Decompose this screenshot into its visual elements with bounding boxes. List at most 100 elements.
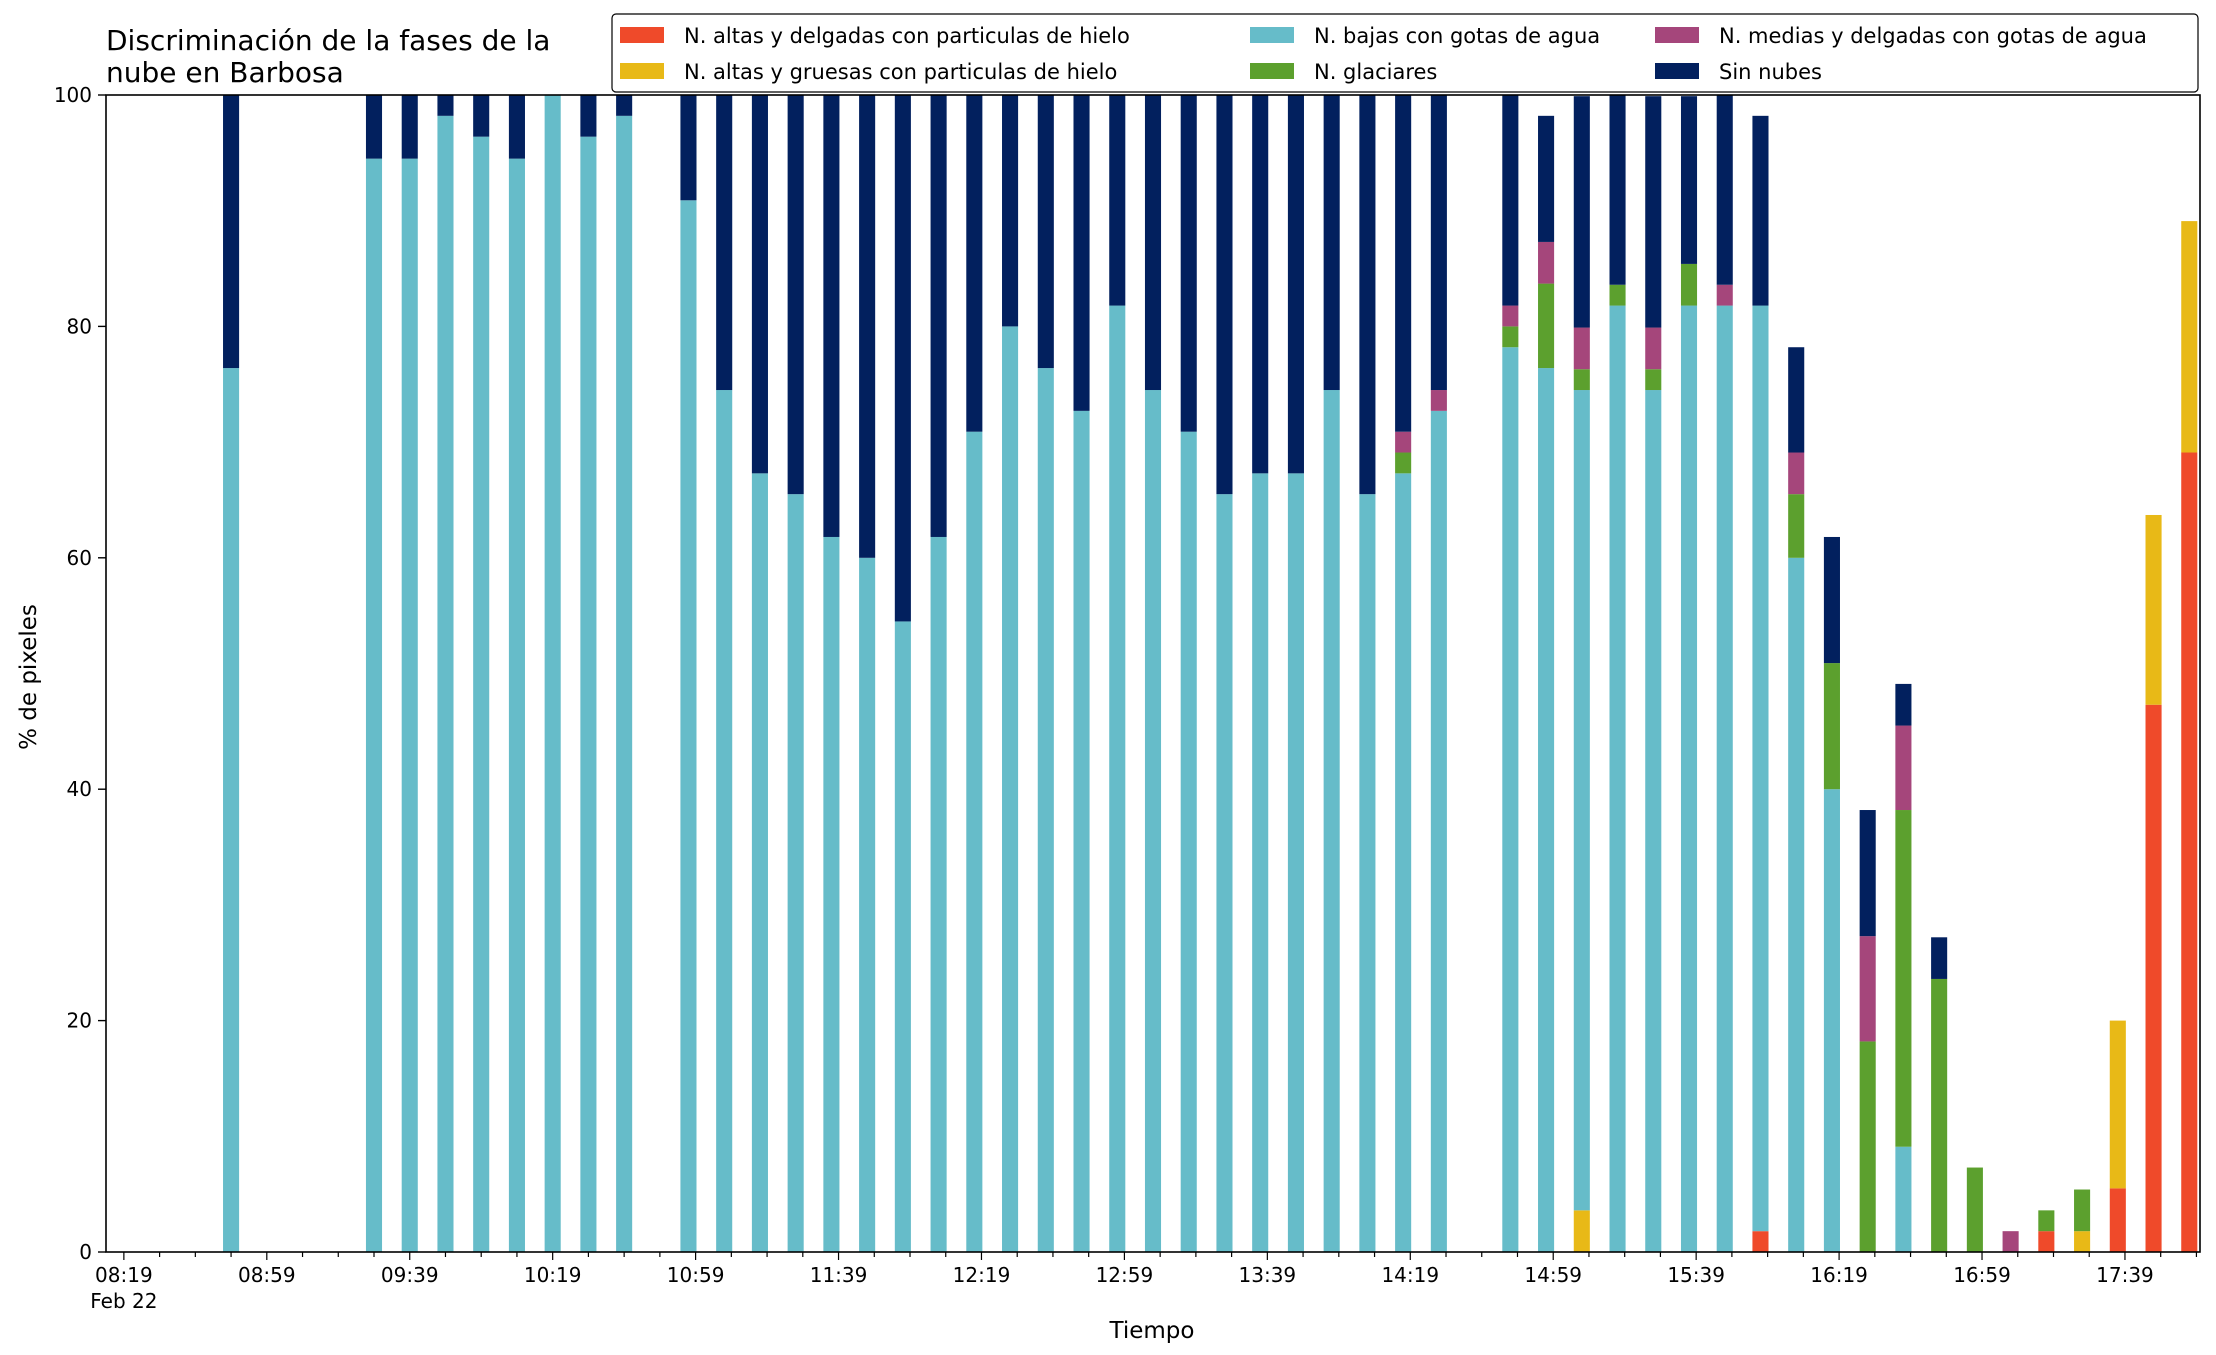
bar-segment-3-32 — [1538, 283, 1555, 369]
bar-segment-2-15 — [894, 621, 911, 1252]
bar-segment-2-7 — [580, 136, 597, 1252]
x-tick-label-12: 16:19 — [1810, 1263, 1868, 1287]
legend-label-3: N. glaciares — [1314, 60, 1437, 84]
legend: N. altas y delgadas con particulas de hi… — [611, 13, 2199, 93]
bar-segment-4-41 — [1859, 936, 1876, 1042]
bar-segment-2-24 — [1216, 494, 1233, 1252]
bar-segment-5-38 — [1752, 115, 1769, 306]
bar-segment-4-39 — [1788, 452, 1805, 495]
bar-segment-2-12 — [787, 494, 804, 1252]
bar-segment-5-43 — [1931, 937, 1948, 979]
bar-segment-5-12 — [787, 95, 804, 495]
bar-segment-5-17 — [966, 95, 983, 432]
legend-swatch-0 — [620, 27, 664, 43]
bar-segment-4-30 — [1430, 390, 1447, 411]
bar-segment-5-10 — [716, 95, 733, 391]
legend-swatch-1 — [620, 63, 664, 79]
bar-segment-5-13 — [823, 95, 840, 537]
bar-segment-2-39 — [1788, 557, 1805, 1252]
bar-segment-5-2 — [401, 95, 418, 159]
bar-segment-5-41 — [1859, 810, 1876, 937]
x-tick-label-5: 11:39 — [810, 1263, 868, 1287]
bar-segment-1-50 — [2181, 221, 2198, 453]
bar-segment-3-40 — [1823, 663, 1840, 790]
bar-segment-1-49 — [2145, 514, 2162, 705]
bar-segment-2-40 — [1823, 789, 1840, 1252]
x-axis-label: Tiempo — [1109, 1318, 1195, 1344]
x-tick-label-10: 14:59 — [1524, 1263, 1582, 1287]
bar-segment-5-40 — [1823, 536, 1840, 664]
x-tick-label-7: 12:59 — [1096, 1263, 1154, 1287]
legend-label-4: N. medias y delgadas con gotas de agua — [1719, 24, 2147, 48]
x-tick-label-13: 16:59 — [1953, 1263, 2011, 1287]
bar-segment-3-44 — [1966, 1167, 1983, 1252]
bar-segment-5-37 — [1716, 95, 1733, 285]
bar-segment-2-5 — [508, 158, 525, 1252]
bar-segment-2-20 — [1073, 410, 1090, 1252]
bar-segment-2-16 — [930, 536, 947, 1252]
bar-segment-5-33 — [1573, 96, 1590, 328]
bar-segment-5-25 — [1252, 95, 1269, 474]
bar-segment-3-31 — [1502, 326, 1519, 348]
bar-segment-5-4 — [473, 95, 490, 137]
ticks-layer: 0 20 40 60 80 100 08:19 08:59 09:39 10:19 10:59 11:… — [54, 83, 2198, 1313]
bar-segment-2-21 — [1109, 305, 1126, 1252]
bar-segment-3-36 — [1680, 263, 1698, 306]
bar-segment-2-37 — [1716, 305, 1733, 1252]
bar-segment-5-9 — [680, 95, 697, 201]
bar-segment-4-32 — [1538, 241, 1555, 284]
bar-segment-2-8 — [616, 115, 633, 1253]
bar-segment-2-3 — [437, 115, 454, 1253]
bar-segment-5-16 — [930, 95, 947, 537]
y-tick-label-0: 0 — [79, 1240, 92, 1264]
bar-segment-3-39 — [1788, 494, 1805, 558]
bar-segment-1-48 — [2109, 1020, 2126, 1189]
bar-segment-5-22 — [1144, 95, 1162, 391]
y-axis-label: % de pixeles — [16, 604, 42, 750]
bar-segment-5-42 — [1895, 683, 1912, 726]
bar-segment-2-28 — [1359, 494, 1376, 1252]
bar-segment-4-35 — [1645, 327, 1662, 370]
bar-segment-2-31 — [1502, 347, 1519, 1253]
bar-segment-5-26 — [1287, 95, 1304, 474]
legend-swatch-4 — [1655, 27, 1699, 43]
bar-segment-2-19 — [1037, 368, 1054, 1252]
bar-segment-3-34 — [1609, 284, 1626, 306]
bar-segment-2-17 — [966, 431, 983, 1252]
bar-segment-3-47 — [2074, 1189, 2091, 1232]
bar-segment-1-47 — [2074, 1231, 2091, 1252]
x-tick-label-11: 15:39 — [1667, 1263, 1725, 1287]
bar-segment-2-14 — [859, 557, 876, 1252]
bar-segment-0-49 — [2145, 704, 2162, 1252]
bar-segment-4-31 — [1502, 305, 1519, 327]
bar-segment-2-0 — [223, 368, 240, 1252]
bar-segment-2-18 — [1002, 326, 1019, 1252]
y-tick-label-5: 100 — [54, 83, 92, 107]
bar-segment-4-33 — [1573, 327, 1590, 370]
chart-title-line-2: nube en Barbosa — [106, 56, 344, 89]
bar-segment-2-2 — [401, 158, 418, 1252]
bar-segment-5-30 — [1430, 95, 1447, 391]
x-tick-label-9: 14:19 — [1381, 1263, 1439, 1287]
bar-segment-3-33 — [1573, 369, 1590, 391]
bar-segment-0-38 — [1752, 1231, 1769, 1252]
bar-segment-4-45 — [2002, 1231, 2019, 1252]
bar-segment-2-6 — [544, 95, 561, 1252]
bar-segment-2-1 — [365, 158, 383, 1252]
bar-segment-2-26 — [1287, 473, 1304, 1253]
bar-segment-2-42 — [1895, 1146, 1912, 1252]
bar-segment-2-25 — [1252, 473, 1269, 1253]
x-tick-label-3: 10:19 — [524, 1263, 582, 1287]
bar-segment-2-9 — [680, 200, 697, 1252]
bar-segment-5-35 — [1645, 96, 1662, 328]
x-tick-date-label: Feb 22 — [90, 1289, 157, 1313]
bar-segment-5-14 — [859, 95, 876, 558]
bar-segment-3-29 — [1395, 452, 1412, 474]
bar-segment-3-46 — [2038, 1210, 2055, 1232]
bar-segment-1-33 — [1573, 1210, 1590, 1252]
bar-segment-3-43 — [1931, 978, 1948, 1252]
bar-segment-5-5 — [508, 95, 525, 159]
x-tick-label-0: 08:19 — [95, 1263, 153, 1287]
legend-swatch-2 — [1250, 27, 1294, 43]
bar-segment-2-23 — [1180, 431, 1197, 1252]
